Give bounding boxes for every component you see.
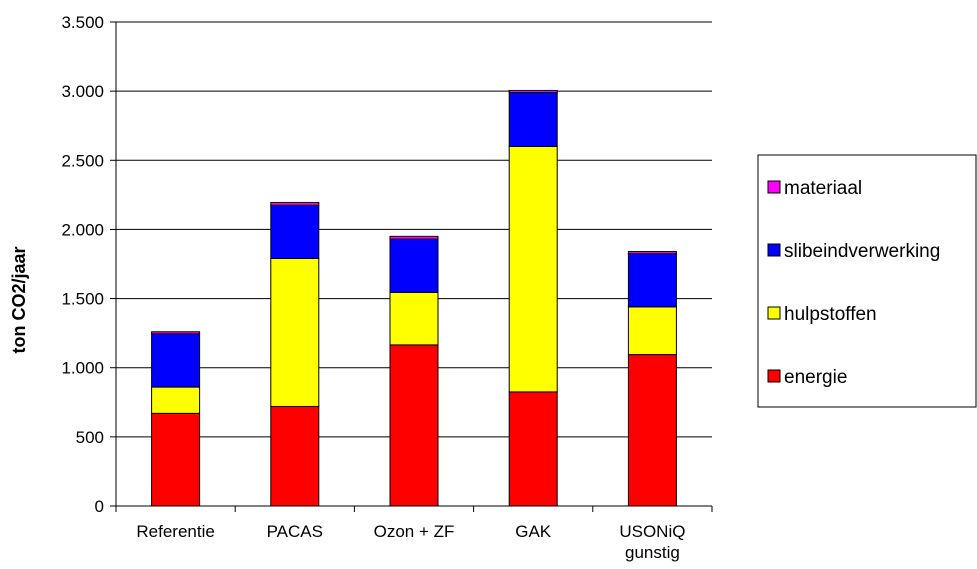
bar-segment-slibeindverwerking [389,238,439,293]
x-tick-label: USONiQ [619,522,685,541]
x-tick-labels: Referentie PACAS Ozon + ZF GAK USONiQ gunstig [136,522,685,562]
legend-box [757,154,977,408]
bar-segment-materiaal [389,235,439,240]
bar-segment-slibeindverwerking [627,253,677,308]
x-tick-label: Referentie [136,522,214,541]
legend-swatch-materiaal [767,180,781,194]
y-tick-label: 3.000 [61,82,104,101]
bar-segment-slibeindverwerking [151,333,201,388]
legend-label-energie: energie [784,367,847,388]
bar-segment-hulpstoffen [389,291,439,346]
y-tick-label: 2.000 [61,220,104,239]
bar-segment-hulpstoffen [627,306,677,356]
y-tick-label: 1.000 [61,359,104,378]
legend-swatch-hulpstoffen [767,306,781,320]
bar-segment-materiaal [151,331,201,335]
y-axis-label: ton CO2/jaar [9,246,29,353]
axes [110,21,713,512]
bar-segment-energie [389,344,439,507]
bar-segment-energie [508,391,558,507]
bar-segment-energie [627,354,677,507]
legend-label-slibeindverwerking: slibeindverwerking [784,241,940,262]
bar-segment-materiaal [627,251,677,255]
bars [151,89,677,507]
bar-segment-materiaal [508,89,558,94]
y-tick-label: 3.500 [61,13,104,32]
bar-segment-slibeindverwerking [270,204,320,259]
legend: materiaal slibeindverwerking hulpstoffen en… [757,154,977,408]
x-tick-label: PACAS [267,522,323,541]
bar-segment-energie [151,412,201,507]
bar-segment-hulpstoffen [508,145,558,393]
legend-swatch-energie [767,369,781,383]
bar-segment-hulpstoffen [151,386,201,414]
x-tick-label: Ozon + ZF [374,522,455,541]
legend-label-hulpstoffen: hulpstoffen [784,304,877,325]
x-tick-label: gunstig [625,543,680,562]
legend-swatch-slibeindverwerking [767,243,781,257]
bar-segment-slibeindverwerking [508,92,558,147]
y-tick-labels: 0 500 1.000 1.500 2.000 2.500 3.000 3.500 [61,13,104,516]
y-tick-label: 2.500 [61,151,104,170]
x-tick-label: GAK [515,522,552,541]
y-tick-label: 500 [76,428,104,447]
bar-segment-hulpstoffen [270,257,320,407]
y-tick-label: 1.500 [61,290,104,309]
legend-label-materiaal: materiaal [784,178,862,199]
bar-segment-energie [270,405,320,507]
y-tick-label: 0 [95,497,104,516]
bar-segment-materiaal [270,201,320,206]
